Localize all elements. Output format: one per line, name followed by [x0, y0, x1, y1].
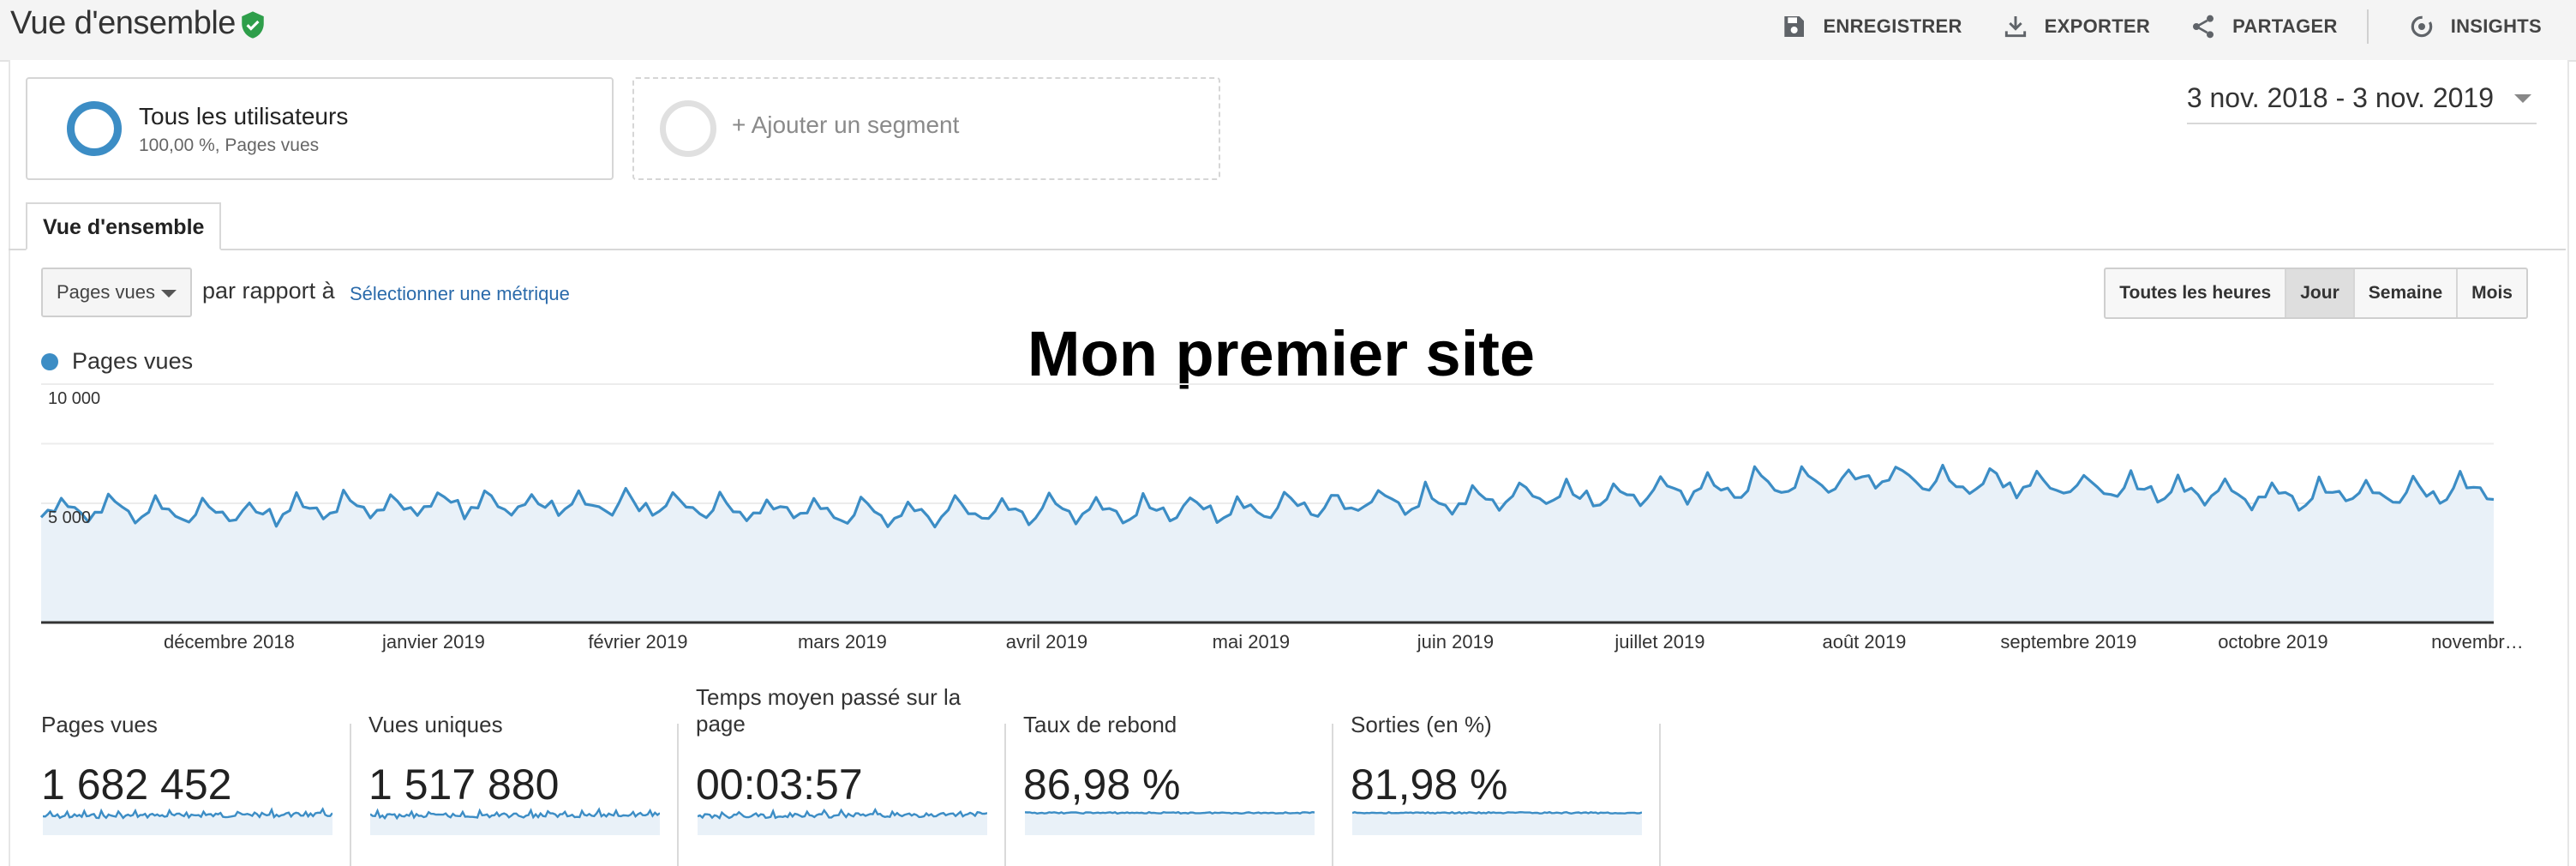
- share-button-label: PARTAGER: [2232, 15, 2338, 37]
- tab-overview[interactable]: Vue d'ensemble: [26, 202, 222, 250]
- kpi-card[interactable]: Temps moyen passé sur la page 00:03:57: [696, 684, 1021, 866]
- export-button[interactable]: EXPORTER: [2002, 13, 2150, 40]
- page-title: Vue d'ensemble: [10, 5, 236, 41]
- date-range-picker[interactable]: 3 nov. 2018 - 3 nov. 2019: [2186, 82, 2537, 124]
- kpi-divider: [1659, 724, 1661, 866]
- kpi-card[interactable]: Sorties (en %) 81,98 %: [1351, 712, 1676, 866]
- verified-shield-icon: [242, 11, 264, 39]
- granularity-day-button[interactable]: Jour: [2285, 269, 2353, 317]
- x-tick-label: mai 2019: [1213, 631, 1291, 653]
- insights-button-label: INSIGHTS: [2450, 15, 2542, 37]
- save-button-label: ENREGISTRER: [1823, 15, 1962, 37]
- kpi-sparkline: [1352, 810, 1642, 835]
- kpi-divider: [350, 724, 351, 866]
- share-icon: [2193, 15, 2214, 39]
- segment-all-users[interactable]: Tous les utilisateurs 100,00 %, Pages vu…: [26, 77, 614, 180]
- add-segment-label: + Ajouter un segment: [732, 111, 960, 138]
- kpi-card[interactable]: Pages vues 1 682 452: [41, 712, 367, 866]
- x-tick-label: septembre 2019: [2000, 631, 2136, 653]
- x-tick-label: août 2019: [1822, 631, 1906, 653]
- x-tick-label: avril 2019: [1006, 631, 1087, 653]
- kpi-value: 00:03:57: [696, 761, 863, 809]
- x-tick-label: juin 2019: [1417, 631, 1494, 653]
- segment-ring-icon: [67, 101, 122, 156]
- granularity-week-button[interactable]: Semaine: [2352, 269, 2456, 317]
- add-segment-button[interactable]: + Ajouter un segment: [632, 77, 1220, 180]
- kpi-divider: [677, 724, 679, 866]
- granularity-hourly-button[interactable]: Toutes les heures: [2119, 283, 2272, 303]
- kpi-card[interactable]: Vues uniques 1 517 880: [368, 712, 694, 866]
- compare-text: par rapport à: [202, 278, 335, 304]
- x-tick-label: mars 2019: [798, 631, 887, 653]
- x-tick-label: janvier 2019: [381, 631, 485, 653]
- kpi-label: Taux de rebond: [1023, 712, 1177, 737]
- x-tick-label: février 2019: [588, 631, 687, 653]
- x-tick-label: juillet 2019: [1614, 631, 1704, 653]
- tab-divider: [9, 249, 2566, 250]
- series-area: [41, 465, 2494, 622]
- segment-title: Tous les utilisateurs: [139, 103, 349, 129]
- kpi-divider: [1332, 724, 1333, 866]
- chart-legend: Pages vues: [41, 348, 193, 375]
- header-actions: ENREGISTRER EXPORTER PARTAGER INSIGHTS: [1740, 0, 2542, 53]
- segment-subtitle: 100,00 %, Pages vues: [139, 135, 320, 155]
- kpi-sparkline: [698, 807, 987, 835]
- kpi-sparkline: [1025, 810, 1315, 835]
- x-tick-label: décembre 2018: [164, 631, 295, 653]
- insights-icon: [2411, 15, 2432, 38]
- kpi-divider: [1004, 724, 1006, 866]
- empty-segment-ring-icon: [660, 100, 716, 157]
- save-button[interactable]: ENREGISTRER: [1780, 13, 1962, 40]
- kpi-value: 86,98 %: [1023, 761, 1181, 809]
- kpi-card[interactable]: Taux de rebond 86,98 %: [1023, 712, 1349, 866]
- x-tick-label: novembr…: [2431, 631, 2524, 653]
- select-metric-link[interactable]: Sélectionner une métrique: [350, 283, 570, 304]
- kpi-label: Vues uniques: [368, 712, 503, 737]
- action-separator: [2366, 9, 2369, 44]
- kpi-label: Temps moyen passé sur la page: [696, 684, 962, 737]
- kpi-value: 1 682 452: [41, 761, 232, 809]
- legend-label: Pages vues: [72, 348, 194, 374]
- export-button-label: EXPORTER: [2044, 15, 2151, 37]
- kpi-label: Pages vues: [41, 712, 158, 737]
- insights-button[interactable]: INSIGHTS: [2408, 13, 2542, 40]
- share-button[interactable]: PARTAGER: [2190, 13, 2338, 40]
- kpi-sparkline: [43, 807, 332, 835]
- metric-select[interactable]: Pages vues: [41, 268, 192, 317]
- kpi-sparkline: [370, 807, 660, 835]
- kpi-value: 81,98 %: [1351, 761, 1508, 809]
- kpi-value: 1 517 880: [368, 761, 560, 809]
- y-tick-label: 10 000: [48, 389, 100, 408]
- top-bar: Vue d'ensemble ENREGISTRER EXPORTER PART…: [0, 0, 2576, 62]
- y-tick-label: 5 000: [48, 508, 91, 527]
- chart-title: Mon premier site: [1027, 318, 1536, 389]
- download-icon: [2004, 16, 2026, 38]
- pageviews-chart: 10 000 5 000 décembre 2018 janvier 2019 févr…: [39, 383, 2524, 653]
- series-line-pages-vues: [39, 463, 2495, 529]
- kpi-label: Sorties (en %): [1351, 712, 1492, 737]
- granularity-toggle: Toutes les heures Jour Semaine Mois: [2104, 268, 2528, 319]
- legend-swatch: [41, 352, 58, 370]
- save-icon: [1784, 16, 1805, 37]
- report-content: [9, 60, 2569, 866]
- x-tick-label: octobre 2019: [2218, 631, 2327, 653]
- granularity-month-button[interactable]: Mois: [2456, 269, 2526, 317]
